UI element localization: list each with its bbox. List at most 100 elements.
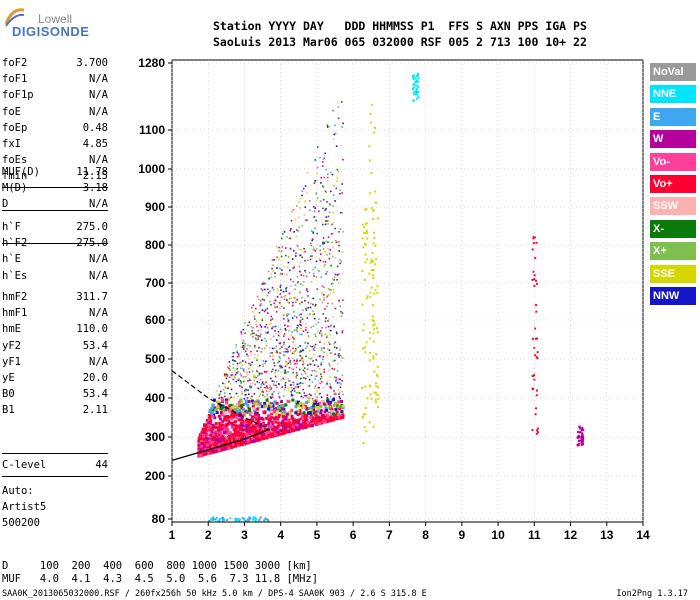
echo-point: [263, 288, 266, 291]
echo-point: [236, 362, 239, 365]
echo-point: [257, 329, 260, 332]
echo-point: [284, 386, 287, 389]
echo-point: [231, 374, 234, 376]
echo-point: [298, 248, 300, 251]
echo-point: [317, 415, 321, 419]
echo-point: [321, 291, 324, 294]
echo-point: [306, 368, 309, 370]
echo-point: [533, 327, 536, 330]
echo-point: [303, 214, 306, 216]
echo-point: [266, 397, 269, 400]
echo-point: [261, 436, 265, 440]
echo-point: [299, 351, 301, 353]
echo-point: [365, 207, 368, 210]
echo-point: [216, 400, 220, 404]
echo-point: [237, 379, 240, 382]
echo-point: [333, 326, 335, 328]
echo-point: [265, 381, 267, 384]
echo-point: [316, 409, 320, 413]
echo-point: [319, 259, 322, 262]
echo-point: [325, 305, 328, 308]
echo-point: [222, 520, 225, 523]
echo-point: [267, 407, 271, 411]
echo-point: [274, 420, 278, 424]
echo-point: [332, 316, 334, 318]
echo-point: [256, 365, 259, 368]
echo-point: [305, 309, 308, 311]
echo-point: [328, 203, 331, 205]
echo-point: [255, 320, 258, 323]
echo-point: [372, 319, 375, 322]
echo-point: [225, 437, 229, 441]
echo-point: [230, 417, 234, 421]
echo-point: [333, 376, 336, 378]
echo-point: [535, 304, 538, 307]
echo-point: [270, 388, 273, 390]
echo-point: [266, 394, 269, 396]
echo-point: [252, 311, 254, 313]
param-row-he: h`E N/A: [2, 253, 108, 266]
echo-point: [216, 390, 218, 392]
echo-point: [251, 332, 254, 335]
echo-point: [271, 286, 274, 289]
echo-point: [292, 419, 296, 423]
echo-point: [319, 156, 321, 159]
echo-point: [332, 205, 334, 207]
echo-point: [369, 291, 372, 294]
echo-point: [305, 347, 307, 350]
echo-point: [271, 318, 274, 320]
echo-point: [253, 393, 256, 395]
echo-point: [375, 353, 378, 356]
echo-point: [245, 371, 248, 374]
echo-point: [306, 290, 309, 293]
echo-point: [237, 370, 239, 373]
profile-trace: [171, 428, 271, 462]
echo-point: [318, 421, 322, 425]
echo-point: [274, 272, 276, 274]
echo-point: [255, 438, 259, 442]
echo-point: [338, 353, 341, 356]
echo-point: [301, 194, 303, 197]
echo-point: [255, 435, 259, 439]
echo-point: [332, 211, 335, 214]
echo-point: [226, 374, 229, 376]
echo-point: [312, 246, 315, 248]
echo-point: [208, 439, 212, 443]
echo-point: [286, 422, 290, 426]
echo-point: [580, 444, 583, 447]
echo-point: [248, 409, 252, 413]
echo-point: [304, 372, 307, 375]
echo-point: [327, 287, 330, 290]
echo-point: [269, 385, 272, 388]
echo-point: [298, 254, 301, 257]
echo-point: [339, 349, 341, 351]
echo-point: [283, 341, 285, 344]
echo-point: [230, 374, 233, 376]
echo-point: [412, 91, 415, 94]
echo-point: [275, 245, 278, 248]
echo-point: [222, 518, 225, 521]
y-tick-label: 200: [145, 469, 165, 483]
echo-point: [230, 396, 233, 398]
echo-point: [333, 402, 337, 406]
echo-point: [293, 231, 296, 233]
echo-point: [278, 342, 281, 345]
echo-point: [231, 423, 235, 427]
echo-point: [227, 366, 229, 368]
echo-point: [296, 298, 298, 301]
param-value: 4.85: [82, 138, 108, 150]
echo-point: [338, 352, 340, 355]
echo-point: [232, 363, 235, 366]
echo-point: [327, 294, 330, 296]
echo-point: [224, 415, 228, 419]
echo-point: [315, 370, 318, 373]
echo-point: [531, 337, 534, 340]
y-tick-label: 300: [145, 430, 165, 444]
echo-point: [325, 216, 328, 218]
echo-point: [368, 272, 371, 275]
echo-point: [285, 326, 288, 328]
echo-point: [281, 431, 285, 435]
echo-point: [218, 422, 222, 426]
echo-point: [235, 520, 238, 523]
echo-point: [298, 392, 301, 394]
